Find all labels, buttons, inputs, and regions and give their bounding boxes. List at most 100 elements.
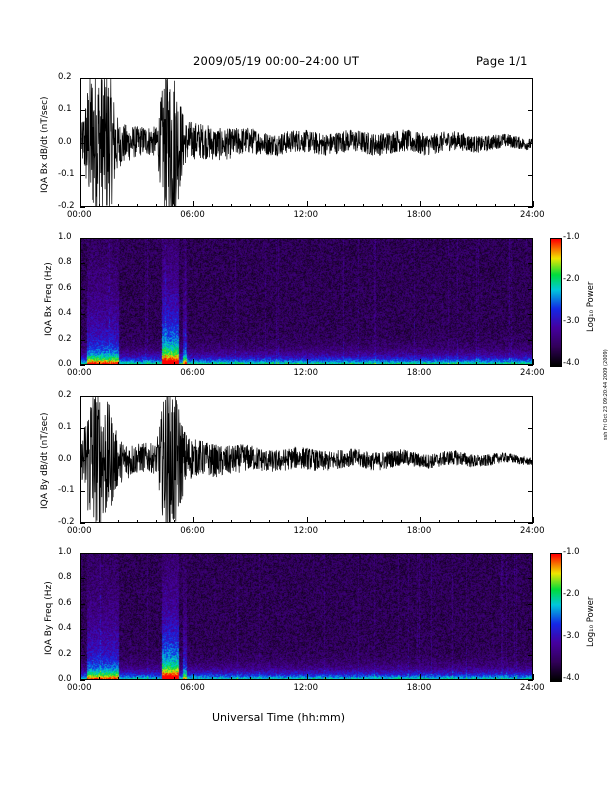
x-tick-mark [231,520,232,523]
y-tick-mark [528,314,533,315]
x-tick-mark [250,520,251,523]
y-tick-mark [80,428,85,429]
x-tick-label: 24:00 [520,526,545,536]
colorbar-label: Log₁₀ Power [586,596,596,647]
bx-dbdt-ylabel: IQA Bx dB/dt (nT/sec) [40,96,50,193]
y-tick-label: 0.6 [58,282,72,293]
x-tick-mark [212,204,213,207]
x-tick-mark [344,362,345,365]
x-tick-label: 00:00 [67,210,92,220]
x-tick-mark [363,677,364,680]
y-tick-label: 0.2 [58,390,72,400]
y-tick-mark [80,110,85,111]
x-tick-label: 06:00 [180,210,205,220]
y-tick-mark [80,491,85,492]
x-tick-mark [231,204,232,207]
x-tick-mark [495,362,496,365]
x-tick-label: 18:00 [406,526,432,536]
x-tick-mark [288,677,289,680]
y-tick-mark [80,578,85,579]
x-tick-mark [307,359,308,365]
y-tick-mark [80,523,85,524]
x-tick-mark [288,362,289,365]
y-tick-mark [528,110,533,111]
y-tick-label: 0.0 [58,359,72,369]
y-tick-mark [80,460,85,461]
x-tick-label: 24:00 [520,210,545,220]
x-tick-mark [80,201,81,207]
y-tick-label: 0.0 [58,136,72,147]
x-tick-mark [476,362,477,365]
y-tick-mark [80,143,85,144]
y-tick-mark [528,263,533,264]
y-tick-mark [528,143,533,144]
x-tick-mark [118,520,119,523]
x-tick-mark [156,204,157,207]
y-tick-mark [80,604,85,605]
x-tick-mark [382,204,383,207]
y-tick-mark [528,340,533,341]
x-tick-mark [156,520,157,523]
y-tick-label: 0.4 [58,623,72,634]
x-tick-mark [325,204,326,207]
x-tick-mark [420,517,421,523]
x-tick-mark [99,520,100,523]
y-tick-label: 0.2 [58,72,72,82]
x-tick-label: 12:00 [293,683,319,693]
x-tick-mark [174,677,175,680]
colorbar-tick-label: -3.0 [563,316,580,326]
y-tick-mark [80,365,85,366]
x-tick-mark [458,520,459,523]
y-tick-label: 0.0 [58,453,72,464]
y-tick-mark [80,238,85,239]
x-tick-mark [476,204,477,207]
x-tick-mark [420,359,421,365]
x-tick-mark [307,674,308,680]
y-tick-mark [528,578,533,579]
x-tick-mark [307,201,308,207]
x-tick-mark [80,359,81,365]
y-tick-label: -0.1 [58,168,75,179]
x-tick-mark [382,677,383,680]
x-tick-label: 12:00 [293,526,319,536]
y-tick-mark [528,428,533,429]
x-tick-mark [99,204,100,207]
x-tick-mark [420,674,421,680]
x-tick-mark [533,517,534,523]
colorbar-label: Log₁₀ Power [586,281,596,332]
x-tick-mark [137,520,138,523]
y-tick-mark [80,289,85,290]
colorbar-tick-label: -2.0 [563,274,580,284]
y-tick-mark [528,78,533,79]
x-tick-mark [193,201,194,207]
y-tick-label: 1.0 [58,232,72,242]
y-tick-mark [528,491,533,492]
x-tick-mark [307,517,308,523]
y-tick-mark [528,523,533,524]
x-tick-mark [533,359,534,365]
y-tick-mark [528,680,533,681]
y-tick-mark [528,655,533,656]
x-tick-mark [458,362,459,365]
x-tick-label: 24:00 [520,683,545,693]
y-tick-mark [80,655,85,656]
y-tick-label: 1.0 [58,547,72,557]
series-line [80,78,533,207]
by-dbdt-ylabel: IQA By dB/dt (nT/sec) [40,412,50,509]
bx-dbdt-panel [80,78,533,207]
x-tick-label: 18:00 [406,210,432,220]
side-stamp: ssh Fri Oct 23 09:20:44 2009 (2009) [603,349,609,440]
x-tick-mark [514,677,515,680]
colorbar-tick-label: -2.0 [563,589,580,599]
y-tick-mark [528,365,533,366]
x-tick-mark [118,677,119,680]
x-tick-mark [80,517,81,523]
x-tick-mark [514,204,515,207]
colorbar-tick-label: -1.0 [563,232,580,242]
y-tick-mark [528,238,533,239]
x-tick-mark [476,677,477,680]
x-tick-mark [420,201,421,207]
x-tick-mark [193,517,194,523]
x-tick-mark [514,520,515,523]
by-dbdt-plot [80,396,533,523]
